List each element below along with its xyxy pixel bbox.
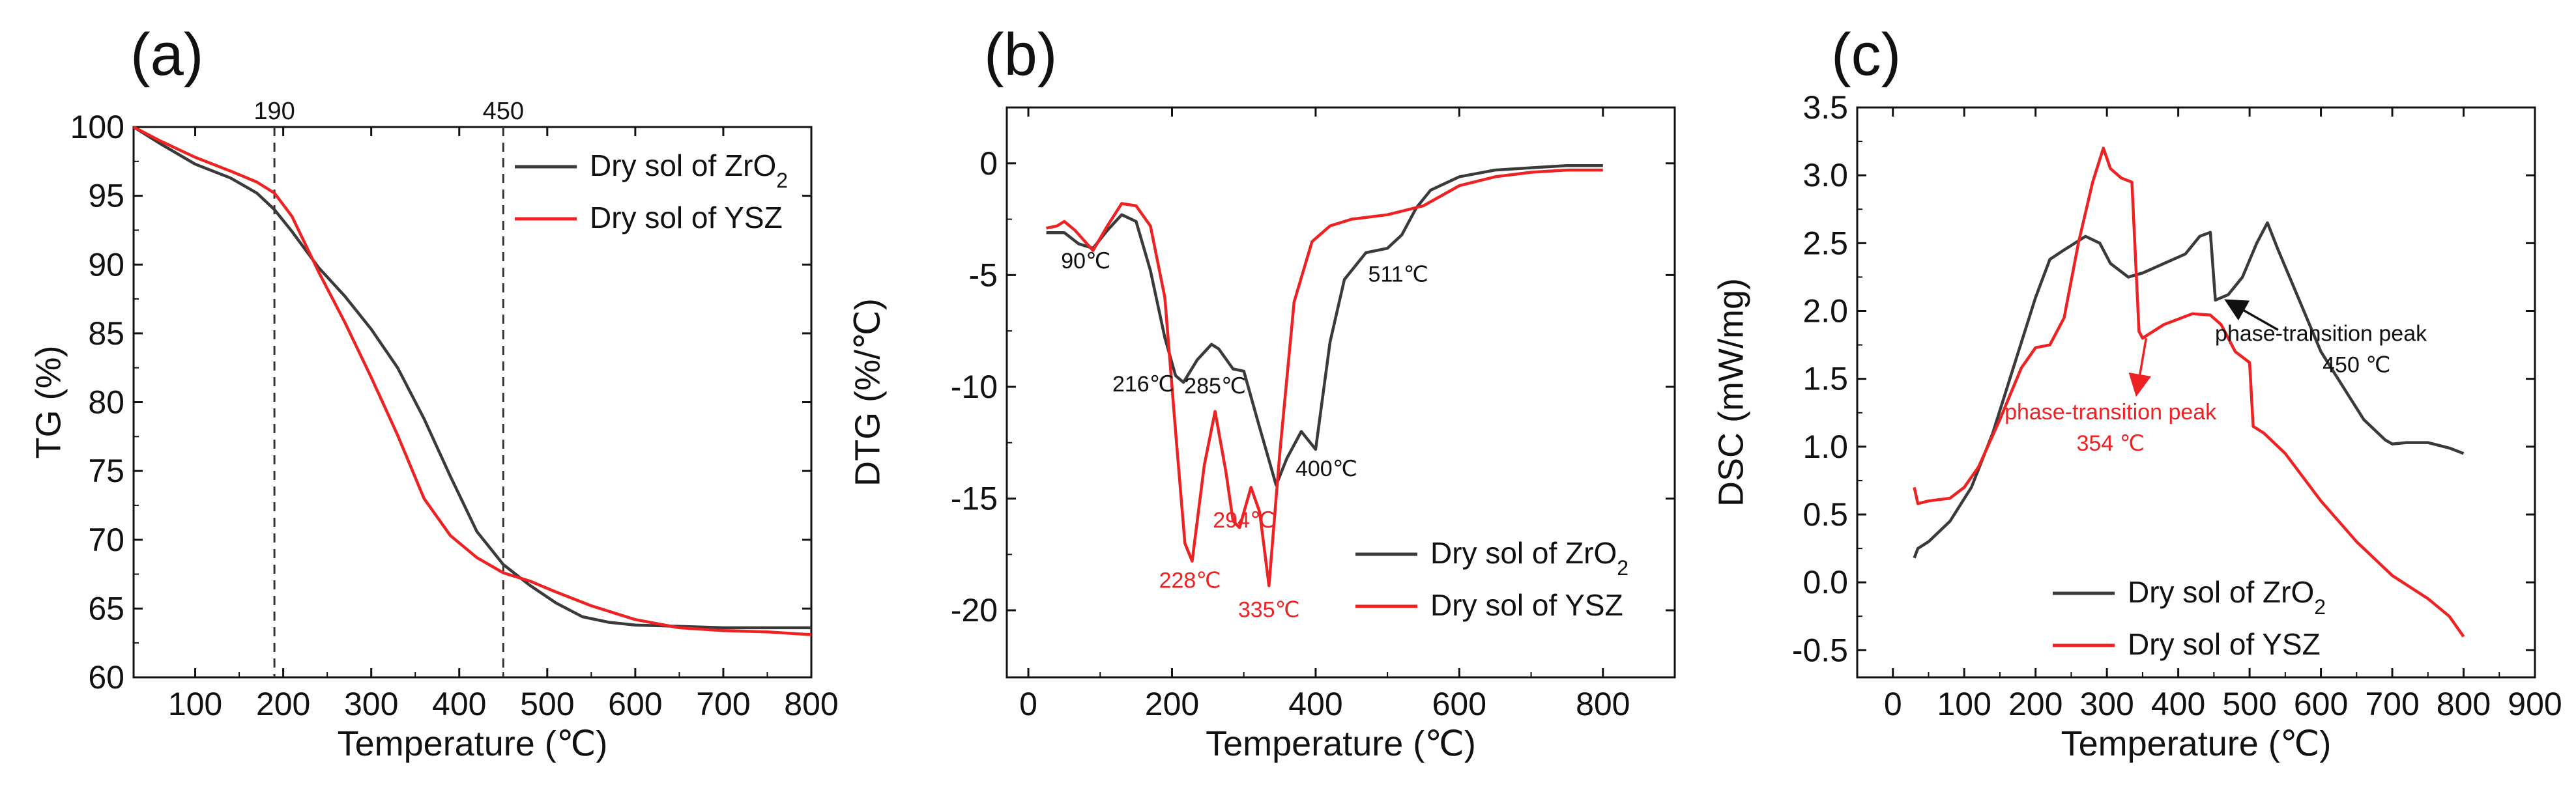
y-tick-label: -5 [969,257,998,293]
legend-label-zro2: Dry sol of ZrO2 [590,148,788,192]
y-axis-title: DSC (mW/mg) [1711,278,1750,507]
legend-label-zro2: Dry sol of ZrO2 [1430,536,1628,580]
annotation-label: 90℃ [1061,249,1110,274]
y-tick-label: -10 [951,369,998,405]
annotation-label: 216℃ [1112,372,1174,397]
panel-b-chart: 0 200 400 600 800 -20 -15 -10 -5 0 Temperature (℃)… [848,106,1676,763]
y-tick-label: 95 [88,178,124,214]
x-axis-title: Temperature (℃) [1206,724,1476,763]
annotation-label: 354 ℃ [2076,431,2144,456]
x-tick-label: 300 [2079,686,2134,722]
x-tick-label: 800 [2437,686,2491,722]
annotation-label: 294℃ [1213,508,1275,533]
x-axis-title: Temperature (℃) [2061,724,2332,763]
y-tick-label: 70 [88,522,124,558]
y-tick-label: -0.5 [1792,632,1848,668]
y-axis-title: DTG (%/℃) [848,298,887,487]
plot-frame [1006,106,1676,679]
x-tick-label: 0 [1019,686,1037,722]
x-tick-label: 300 [344,686,398,722]
x-tick-label: 100 [168,686,222,722]
y-tick-label: -15 [951,480,998,516]
annotation-label: 450 ℃ [2323,352,2390,377]
x-tick-label: 500 [520,686,574,722]
series-line-zro2 [1046,163,1603,487]
y-tick-label: 3.0 [1802,157,1848,193]
annotation-label: phase-transition peak [2004,400,2217,425]
y-tick-label: 100 [70,109,124,145]
x-tick-label: 200 [1145,686,1199,722]
x-tick-label: 500 [2222,686,2276,722]
x-tick-label: 400 [2151,686,2205,722]
x-tick-label: 700 [2365,686,2419,722]
y-tick-label: 80 [88,384,124,421]
x-tick-label: 400 [432,686,486,722]
x-tick-label: 600 [2294,686,2348,722]
y-tick-label: 2.0 [1802,293,1848,330]
panel-b-letter: (b) [984,21,1057,88]
annotation-label: 285℃ [1184,374,1246,399]
x-axis-title: Temperature (℃) [338,724,608,763]
x-tick-label: 600 [608,686,662,722]
vline-label: 190 [253,98,295,125]
y-tick-label: 65 [88,590,124,627]
annotation-label: 228℃ [1159,569,1221,593]
x-tick-label: 200 [256,686,310,722]
y-axis-title: TG (%) [29,346,68,459]
annotation-arrow [2224,299,2279,332]
y-tick-label: 2.5 [1802,225,1848,261]
series-line-ysz [132,126,812,636]
annotation-label: 335℃ [1238,597,1300,622]
series-line-zro2 [1913,221,2465,559]
annotation-label: 400℃ [1295,457,1357,481]
x-tick-label: 400 [1288,686,1342,722]
x-tick-label: 0 [1884,686,1902,722]
x-tick-label: 200 [2008,686,2062,722]
x-tick-label: 900 [2508,686,2562,722]
plot-frame [1856,106,2536,679]
panel-a-chart: 100 200 300 400 500 600 700 800 60 65 70 75 80 85 90 95… [29,98,838,763]
panel-a-letter: (a) [130,21,203,88]
y-tick-label: 0 [979,145,998,182]
legend-label-ysz: Dry sol of YSZ [1430,588,1623,622]
y-tick-label: 85 [88,315,124,352]
series-line-ysz [1913,147,2465,638]
y-tick-label: 90 [88,246,124,283]
y-tick-label: 1.0 [1802,429,1848,465]
y-tick-label: 60 [88,659,124,696]
series-line-zro2 [132,126,811,630]
annotation-label: phase-transition peak [2215,321,2427,346]
panel-c-chart: 0 100 200 300 400 500 600 700 800 900 -0.5 0.0 0.5 1.… [1711,89,2562,763]
x-tick-label: 800 [1576,686,1630,722]
series-line-ysz [1046,168,1603,587]
y-tick-label: -20 [951,592,998,628]
annotation-label: 511℃ [1368,262,1428,287]
y-tick-label: 0.0 [1802,564,1848,600]
y-tick-label: 3.5 [1802,89,1848,126]
y-tick-label: 75 [88,453,124,489]
vline-label: 450 [483,98,524,125]
x-tick-label: 100 [1937,686,1991,722]
annotation-arrow [2128,337,2152,397]
y-tick-label: 0.5 [1802,496,1848,533]
y-tick-label: 1.5 [1802,361,1848,397]
legend-label-ysz: Dry sol of YSZ [2128,627,2321,661]
legend-label-ysz: Dry sol of YSZ [590,201,783,234]
x-tick-label: 600 [1432,686,1486,722]
x-tick-label: 700 [696,686,750,722]
panel-c-letter: (c) [1831,21,1901,88]
x-tick-label: 800 [784,686,838,722]
legend-label-zro2: Dry sol of ZrO2 [2128,575,2326,619]
